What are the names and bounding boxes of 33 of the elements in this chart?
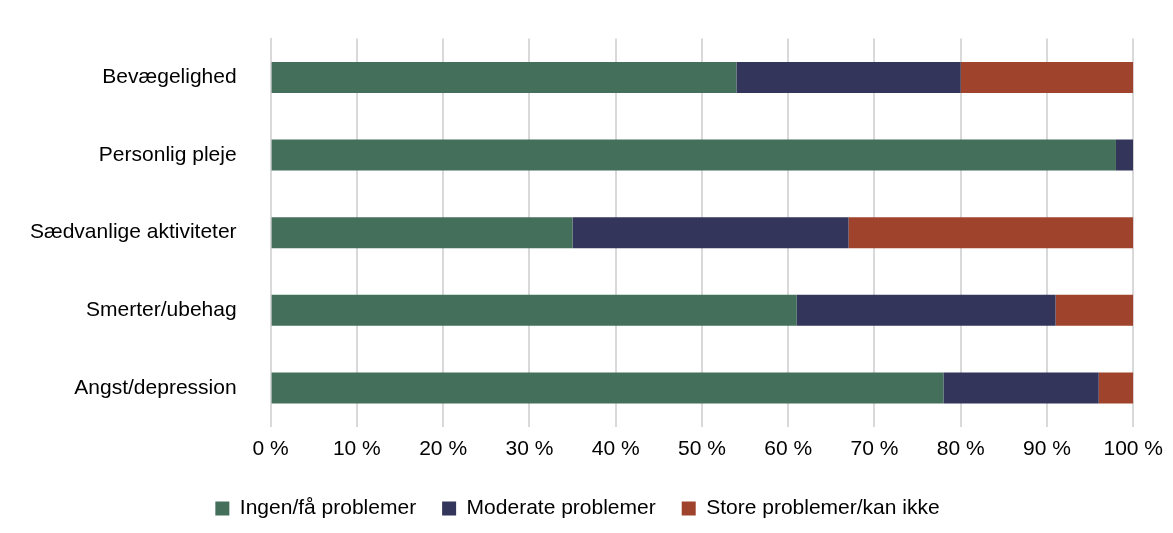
- bar: [271, 139, 1116, 171]
- bar: [271, 294, 797, 326]
- bar: [848, 217, 1134, 249]
- x-tick-label: 80 %: [936, 436, 985, 460]
- legend-label: Store problemer/kan ikke: [706, 495, 940, 519]
- legend-label: Ingen/få problemer: [239, 495, 417, 519]
- x-tick-label: 0 %: [252, 436, 289, 460]
- x-tick-label: 50 %: [677, 436, 726, 460]
- bar: [1098, 372, 1134, 404]
- x-tick-label: 100 %: [1103, 436, 1163, 460]
- y-tick-label: Sædvanlige aktiviteter: [30, 219, 237, 243]
- x-tick-label: 40 %: [591, 436, 640, 460]
- y-tick-label: Bevægelighed: [102, 64, 237, 88]
- y-tick-label: Smerter/ubehag: [86, 297, 237, 321]
- bar: [943, 372, 1099, 404]
- bar: [572, 217, 849, 249]
- x-tick-label: 20 %: [419, 436, 468, 460]
- y-tick-label: Angst/depression: [74, 374, 237, 398]
- bar: [271, 217, 573, 249]
- y-tick-label: Personlig pleje: [98, 141, 237, 165]
- x-tick-label: 30 %: [505, 436, 554, 460]
- x-tick-label: 60 %: [764, 436, 813, 460]
- bar: [960, 61, 1134, 93]
- x-tick-label: 10 %: [332, 436, 381, 460]
- x-tick-label: 90 %: [1023, 436, 1071, 460]
- x-tick-label: 70 %: [850, 436, 899, 460]
- bar: [271, 372, 944, 404]
- bar: [796, 294, 1056, 326]
- bar: [736, 61, 961, 93]
- bar: [271, 61, 737, 93]
- bar: [1055, 294, 1134, 326]
- legend-label: Moderate problemer: [466, 495, 656, 519]
- bar: [1115, 139, 1134, 171]
